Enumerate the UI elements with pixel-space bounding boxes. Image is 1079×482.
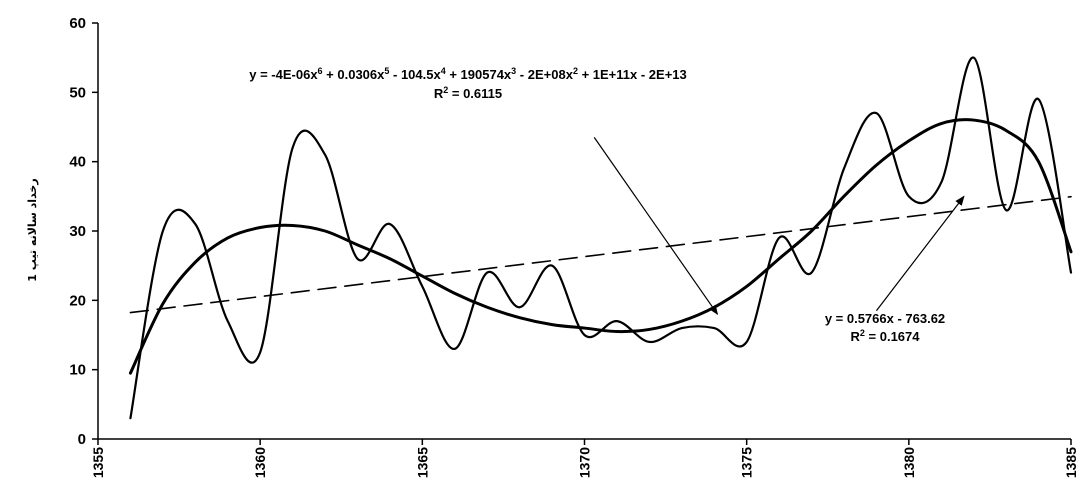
y-tick-label: 20 — [69, 292, 86, 309]
annotation-poly-arrow — [593, 137, 719, 316]
series-line-observed — [129, 56, 1073, 420]
annotations-layer: y = -4E-06x6​ + 0.0306x5​ - 104.5x4​ + 1… — [249, 66, 965, 344]
annotation-poly-equation-part: y = -4E-06x — [249, 67, 318, 82]
annotation-poly-r-squared-exponent: 2 — [443, 85, 448, 95]
x-tick-label: 1370 — [577, 447, 593, 478]
annotation-poly-equation: y = -4E-06x6​ + 0.0306x5​ - 104.5x4​ + 1… — [249, 66, 687, 82]
annotation-linear-r-squared-part: = 0.1674 — [865, 329, 920, 344]
series-layer — [128, 56, 1073, 420]
x-tick-label: 1355 — [90, 447, 106, 478]
annotation-poly-r-squared: R2​ = 0.6115 — [434, 85, 502, 101]
annotation-linear-r-squared: R2​ = 0.1674 — [851, 328, 921, 344]
annotation-poly-equation-exponent: 4 — [441, 66, 446, 76]
x-tick-label: 1360 — [252, 447, 268, 478]
annotation-linear-equation-part: y = 0.5766x - 763.62 — [825, 311, 945, 326]
annotation-linear-arrow — [875, 195, 965, 312]
x-tick-label: 1375 — [739, 447, 755, 478]
x-tick-label: 1380 — [901, 447, 917, 478]
y-tick-label: 10 — [69, 362, 86, 379]
y-tick-label: 0 — [78, 431, 86, 448]
y-tick-label: 40 — [69, 154, 86, 171]
annotation-linear-r-squared-exponent: 2 — [860, 328, 865, 338]
y-axis-label: رخداد سالانه تیپ 1 — [26, 178, 39, 281]
annotation-poly-equation-exponent: 3 — [511, 66, 516, 76]
annotation-poly-equation-part: - 2E+08x — [516, 67, 574, 82]
annotation-poly-equation-part: - 104.5x — [389, 67, 441, 82]
y-tick-label: 50 — [69, 84, 86, 101]
y-tick-label: 30 — [69, 223, 86, 240]
annotation-linear-equation: y = 0.5766x - 763.62 — [825, 311, 945, 326]
series-line-linear-trend — [129, 195, 1072, 314]
axes: 0 10 20 30 40 50 60 1355 1360 1365 1370 1375 1380 138… — [69, 15, 1079, 478]
annotation-poly-r-squared-part: R — [434, 86, 444, 101]
annotation-poly-equation-part: + 1E+11x - 2E+13 — [578, 67, 687, 82]
annotation-poly-equation-exponent: 2 — [573, 66, 578, 76]
x-tick-label: 1365 — [414, 447, 430, 478]
annotation-poly-equation-part: + 190574x — [446, 67, 512, 82]
annotation-linear-r-squared-part: R — [851, 329, 861, 344]
annotation-poly-equation-exponent: 5 — [384, 66, 389, 76]
annotation-poly-r-squared-part: = 0.6115 — [448, 86, 502, 101]
annotation-poly-equation-exponent: 6 — [318, 66, 323, 76]
x-tick-label: 1385 — [1063, 447, 1079, 478]
y-tick-label: 60 — [69, 15, 86, 32]
annotation-poly-equation-part: + 0.0306x — [323, 67, 386, 82]
series-line-polynomial-trend — [128, 118, 1073, 375]
